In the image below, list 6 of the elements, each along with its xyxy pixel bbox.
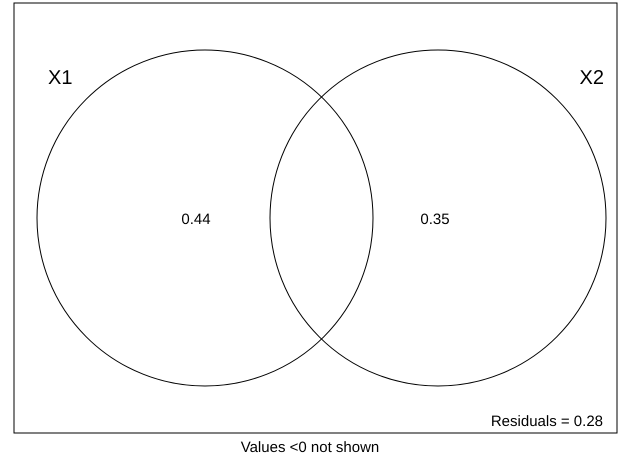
text: Values <0 not shown <box>240 439 380 456</box>
text: Residuals = 0.28 <box>490 413 603 430</box>
category-label: X2 <box>580 67 604 89</box>
category-label: X1 <box>48 67 72 89</box>
data-label: 0.44 <box>181 211 211 228</box>
data-label: 0.35 <box>420 211 450 228</box>
